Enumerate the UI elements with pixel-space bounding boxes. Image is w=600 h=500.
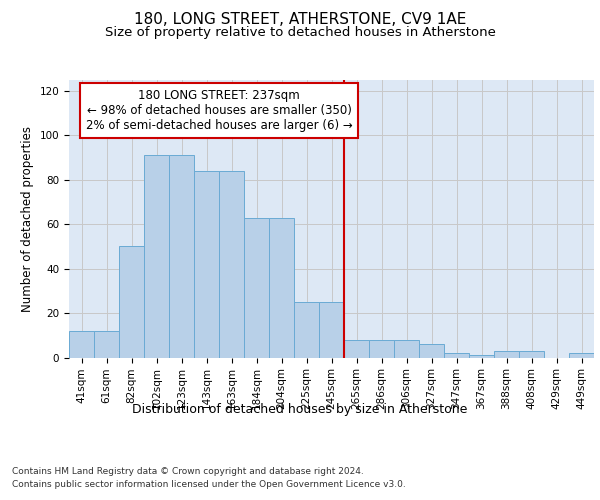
Y-axis label: Number of detached properties: Number of detached properties <box>21 126 34 312</box>
Bar <box>569 353 594 358</box>
Bar <box>119 246 144 358</box>
Bar <box>444 353 469 358</box>
Text: 180, LONG STREET, ATHERSTONE, CV9 1AE: 180, LONG STREET, ATHERSTONE, CV9 1AE <box>134 12 466 28</box>
Bar <box>344 340 369 357</box>
Bar <box>469 356 494 358</box>
Text: Contains public sector information licensed under the Open Government Licence v3: Contains public sector information licen… <box>12 480 406 489</box>
Bar <box>219 171 244 358</box>
Bar <box>319 302 344 358</box>
Bar <box>94 331 119 357</box>
Bar <box>194 171 219 358</box>
Text: Distribution of detached houses by size in Atherstone: Distribution of detached houses by size … <box>133 402 467 415</box>
Text: Size of property relative to detached houses in Atherstone: Size of property relative to detached ho… <box>104 26 496 39</box>
Bar <box>494 351 519 358</box>
Text: Contains HM Land Registry data © Crown copyright and database right 2024.: Contains HM Land Registry data © Crown c… <box>12 468 364 476</box>
Text: 180 LONG STREET: 237sqm
← 98% of detached houses are smaller (350)
2% of semi-de: 180 LONG STREET: 237sqm ← 98% of detache… <box>86 89 352 132</box>
Bar <box>269 218 294 358</box>
Bar <box>294 302 319 358</box>
Bar <box>369 340 394 357</box>
Bar <box>519 351 544 358</box>
Bar <box>69 331 94 357</box>
Bar <box>169 156 194 358</box>
Bar <box>394 340 419 357</box>
Bar <box>144 156 169 358</box>
Bar <box>244 218 269 358</box>
Bar <box>419 344 444 358</box>
